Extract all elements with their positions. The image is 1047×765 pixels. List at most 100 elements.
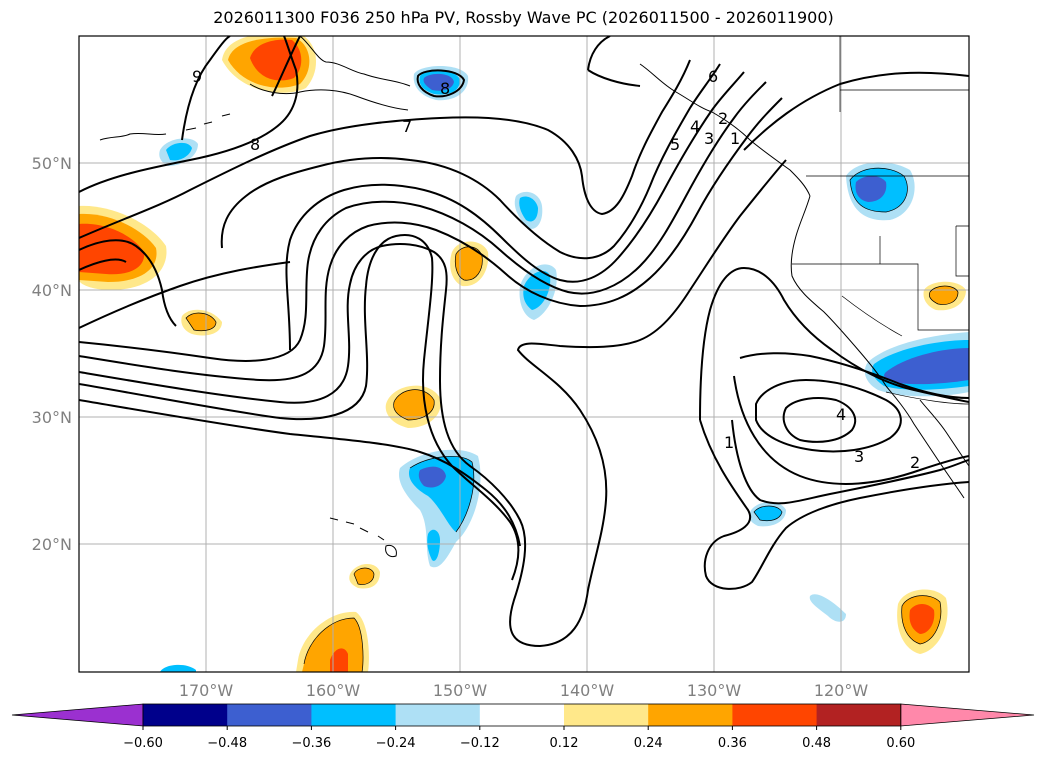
anomaly-patch	[181, 309, 222, 336]
pv-contour-line	[79, 399, 521, 547]
colorbar-tick-label: −0.48	[207, 736, 247, 751]
anomaly-patch	[809, 594, 846, 622]
pv-contour-line	[220, 63, 721, 260]
page-title: 2026011300 F036 250 hPa PV, Rossby Wave …	[213, 8, 834, 27]
anomaly-patch	[514, 191, 543, 229]
colorbar-tick-label: 0.36	[718, 736, 747, 751]
contour-label: 3	[704, 129, 714, 148]
contour-label: 7	[402, 117, 412, 136]
coastline-aleutians	[99, 132, 167, 141]
pv-contour-line	[271, 36, 301, 97]
contour-labels: 9 8 8 7 6 5 4 3 2 1 4 3 2 1	[192, 67, 920, 472]
colorbar-outline	[142, 703, 902, 727]
colorbar-segment	[227, 704, 312, 726]
pv-contour-line	[755, 378, 902, 453]
anomaly-patch	[846, 162, 915, 221]
contour-label: 4	[836, 405, 846, 424]
map-content: 9 8 8 7 6 5 4 3 2 1 4 3 2 1	[79, 36, 969, 672]
colorbar-segment	[816, 704, 902, 726]
border-state	[955, 225, 969, 277]
lon-label: 140°W	[560, 681, 615, 700]
coastline-hawaii	[329, 517, 397, 557]
anomaly-patch	[749, 501, 786, 527]
contour-label: 5	[670, 135, 680, 154]
map-frame	[78, 35, 970, 673]
longitude-labels: 170°W 160°W 150°W 140°W 130°W 120°W	[179, 681, 869, 700]
contour-label: 1	[730, 129, 740, 148]
anomaly-patch	[79, 205, 167, 290]
anomaly-patch	[897, 589, 948, 654]
contour-label: 2	[718, 109, 728, 128]
map-panel	[79, 36, 969, 672]
colorbar-tick-label: −0.60	[123, 736, 163, 751]
colorbar-segment	[143, 704, 228, 726]
anomaly-patch	[160, 664, 196, 672]
coastline-us-west	[790, 195, 887, 387]
contour-label: 2	[910, 453, 920, 472]
pv-contour-line	[731, 419, 969, 505]
border-mexico-us	[885, 391, 969, 405]
colorbar-segment	[395, 704, 481, 726]
pv-contour-line	[699, 419, 969, 590]
contour-label: 8	[440, 79, 450, 98]
anomaly-patch	[519, 264, 557, 320]
colorbar-extension-low	[11, 703, 144, 727]
contour-label: 8	[250, 135, 260, 154]
lat-label: 30°N	[32, 408, 72, 427]
pv-contour-line	[79, 261, 291, 329]
lat-label: 20°N	[32, 535, 72, 554]
anomaly-outlines	[185, 167, 959, 672]
colorbar-tick-label: −0.12	[460, 736, 500, 751]
colorbar-segment	[564, 704, 649, 726]
pv-contour-line	[739, 352, 969, 399]
contour-label: 4	[690, 117, 700, 136]
coastline-islands	[185, 113, 231, 131]
pv-contour-line	[587, 36, 611, 71]
pv-contours	[79, 36, 969, 648]
lon-label: 130°W	[687, 681, 742, 700]
lat-label: 50°N	[32, 154, 72, 173]
pv-contour-line	[181, 36, 231, 141]
border-state	[792, 263, 969, 331]
lon-label: 170°W	[179, 681, 234, 700]
lon-label: 150°W	[433, 681, 488, 700]
pv-contour-line	[79, 59, 691, 239]
colorbar-extension-high	[900, 703, 1035, 727]
colorbar-tick-label: 0.60	[886, 736, 915, 751]
coastline-bc	[639, 63, 811, 197]
lat-label: 40°N	[32, 281, 72, 300]
colorbar-tick-label: 0.12	[550, 736, 579, 751]
colorbar-tick-label: −0.24	[376, 736, 416, 751]
colorbar-segment	[479, 704, 565, 726]
map-gridlines	[79, 36, 969, 672]
lon-label: 120°W	[814, 681, 869, 700]
latitude-labels: 50°N 40°N 30°N 20°N	[32, 154, 72, 554]
colorbar: −0.60 −0.48 −0.36 −0.24 −0.12 0.12 0.24 0.36 0.4…	[11, 703, 1035, 751]
coastline-baja	[885, 385, 965, 499]
colorbar-segment	[648, 704, 733, 726]
contour-label: 1	[724, 433, 734, 452]
contour-label: 3	[854, 447, 864, 466]
coastline-alaska-south	[299, 36, 411, 87]
pv-contour-line	[782, 397, 857, 443]
colorbar-tick-label: 0.48	[802, 736, 831, 751]
pv-contour-line	[79, 81, 767, 362]
border-state	[841, 295, 903, 337]
anomaly-patch	[413, 66, 469, 101]
colorbar-segment	[732, 704, 818, 726]
pv-contour-line	[79, 97, 783, 382]
pv-contour-line	[285, 71, 745, 351]
anomaly-patch	[159, 138, 198, 166]
political-borders	[792, 36, 969, 405]
pv-contour-line	[733, 375, 969, 485]
pv-contour-line	[79, 234, 520, 581]
pv-anomaly-shading	[79, 36, 969, 672]
colorbar-tick-label: −0.36	[291, 736, 331, 751]
pv-contour-line	[416, 69, 466, 98]
lon-label: 160°W	[306, 681, 361, 700]
pv-contour-line	[79, 159, 787, 648]
pv-contour-line	[79, 36, 299, 193]
pv-contour-line	[743, 71, 969, 151]
colorbar-segment	[311, 704, 397, 726]
